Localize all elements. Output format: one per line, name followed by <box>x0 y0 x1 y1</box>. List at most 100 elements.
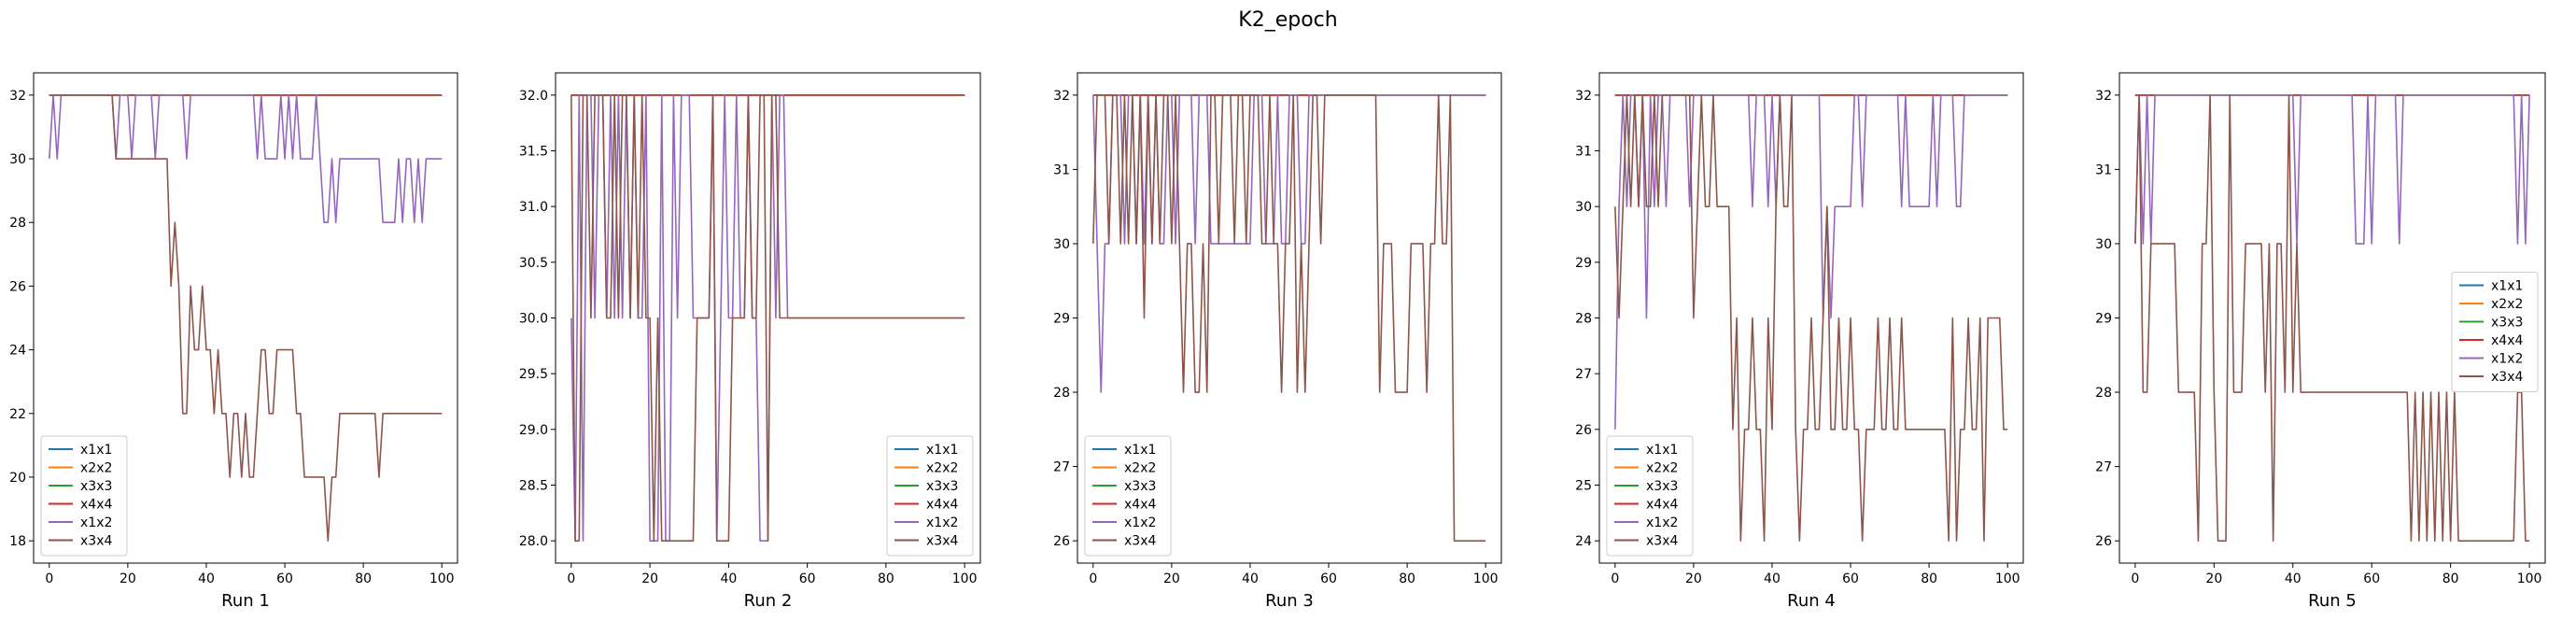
y-tick-label: 29 <box>2095 312 2112 327</box>
x-tick-label: 0 <box>1611 572 1619 586</box>
x-axis-label: Run 2 <box>744 591 793 611</box>
y-tick-label: 24 <box>1575 534 1592 549</box>
x-tick-label: 20 <box>1685 572 1702 586</box>
y-tick-label: 27 <box>1575 367 1592 382</box>
legend-label-x1x2: x1x2 <box>1124 515 1156 530</box>
legend-label-x3x3: x3x3 <box>80 479 112 494</box>
legend-label-x3x4: x3x4 <box>80 534 112 549</box>
legend-label-x3x3: x3x3 <box>926 479 958 494</box>
series-line-x3x4 <box>570 94 965 542</box>
legend-label-x1x1: x1x1 <box>1646 443 1678 458</box>
legend-box <box>2451 272 2539 392</box>
series-line-x1x2 <box>1092 94 1486 393</box>
legend-label-x4x4: x4x4 <box>926 498 958 513</box>
x-axis-label: Run 5 <box>2308 591 2357 611</box>
y-tick-label: 32.0 <box>519 89 548 104</box>
y-tick-label: 26 <box>9 279 26 294</box>
legend-label-x1x2: x1x2 <box>2491 352 2523 367</box>
x-tick-label: 20 <box>120 572 136 586</box>
y-tick-label: 29 <box>1053 312 1070 327</box>
x-tick-label: 80 <box>1399 572 1415 586</box>
legend: x1x1 x2x2 x3x3 x4x4 x1x2 x3x4 <box>40 435 128 557</box>
x-tick-label: 0 <box>2131 572 2139 586</box>
y-tick-label: 26 <box>2095 534 2112 549</box>
legend-box <box>1084 435 1172 557</box>
x-tick-label: 20 <box>641 572 658 586</box>
x-axis-label: Run 1 <box>221 591 270 611</box>
y-tick-label: 30 <box>1053 237 1070 252</box>
x-axis-label: Run 3 <box>1265 591 1314 611</box>
series-line-x1x2 <box>2134 94 2530 245</box>
legend-label-x2x2: x2x2 <box>1124 461 1156 476</box>
legend-label-x4x4: x4x4 <box>2491 333 2523 348</box>
y-tick-label: 24 <box>9 344 26 359</box>
legend-label-x4x4: x4x4 <box>1646 498 1678 513</box>
legend-label-x1x1: x1x1 <box>926 443 958 458</box>
x-tick-label: 20 <box>2205 572 2222 586</box>
legend-label-x3x3: x3x3 <box>1646 479 1678 494</box>
y-tick-label: 29 <box>1575 256 1592 271</box>
series-lines <box>2134 94 2530 542</box>
legend-label-x1x1: x1x1 <box>1124 443 1156 458</box>
y-tick-label: 31 <box>1575 145 1592 160</box>
series-line-x1x2 <box>1614 94 2008 430</box>
legend-label-x3x4: x3x4 <box>1124 534 1156 549</box>
legend-label-x1x2: x1x2 <box>926 515 958 530</box>
y-tick-label: 32 <box>1053 89 1070 104</box>
legend: x1x1 x2x2 x3x3 x4x4 x1x2 x3x4 <box>1084 435 1172 557</box>
x-tick-label: 60 <box>276 572 293 586</box>
legend-label-x3x4: x3x4 <box>926 534 958 549</box>
legend-label-x1x2: x1x2 <box>80 515 112 530</box>
legend: x1x1 x2x2 x3x3 x4x4 x1x2 x3x4 <box>1606 435 1694 557</box>
x-tick-label: 0 <box>567 572 575 586</box>
y-tick-label: 26 <box>1575 423 1592 438</box>
legend-label-x3x3: x3x3 <box>2491 316 2523 331</box>
y-tick-label: 28 <box>1575 312 1592 327</box>
y-tick-label: 28 <box>9 216 26 231</box>
x-tick-label: 40 <box>2285 572 2302 586</box>
x-tick-label: 100 <box>2517 572 2542 586</box>
y-tick-label: 30 <box>9 152 26 167</box>
x-axis-label: Run 4 <box>1787 591 1836 611</box>
legend-box <box>886 435 974 557</box>
legend-label-x4x4: x4x4 <box>1124 498 1156 513</box>
series-line-x1x2 <box>49 94 443 224</box>
x-tick-label: 40 <box>1242 572 1259 586</box>
y-tick-label: 30 <box>1575 200 1592 215</box>
x-tick-label: 20 <box>1163 572 1180 586</box>
legend-label-x2x2: x2x2 <box>2491 297 2523 312</box>
legend-label-x2x2: x2x2 <box>926 461 958 476</box>
series-lines <box>570 94 965 542</box>
y-tick-label: 32 <box>1575 89 1592 104</box>
x-tick-label: 100 <box>429 572 455 586</box>
y-tick-label: 28.5 <box>519 478 548 493</box>
y-tick-label: 22 <box>9 407 26 422</box>
x-tick-label: 0 <box>1089 572 1097 586</box>
legend-label-x2x2: x2x2 <box>1646 461 1678 476</box>
legend-label-x1x2: x1x2 <box>1646 515 1678 530</box>
legend-box <box>40 435 128 557</box>
series-line-x3x4 <box>1092 94 1486 542</box>
series-lines <box>1092 94 1486 542</box>
legend-label-x3x4: x3x4 <box>1646 534 1678 549</box>
figure-title: K2_epoch <box>1238 8 1337 32</box>
x-tick-label: 100 <box>952 572 978 586</box>
y-tick-label: 31 <box>2095 162 2112 177</box>
y-tick-label: 30.5 <box>519 256 548 271</box>
x-tick-label: 80 <box>355 572 372 586</box>
x-tick-label: 80 <box>2442 572 2459 586</box>
series-line-x3x4 <box>49 94 443 542</box>
legend-label-x4x4: x4x4 <box>80 498 112 513</box>
series-lines <box>1614 94 2008 542</box>
legend-box <box>1606 435 1694 557</box>
legend-label-x3x4: x3x4 <box>2491 370 2523 385</box>
y-tick-label: 29.5 <box>519 367 548 382</box>
legend: x1x1 x2x2 x3x3 x4x4 x1x2 x3x4 <box>886 435 974 557</box>
subplot-2: 0 20 40 60 80 100 28.0 28.5 29.0 29.5 30.0 30.5 31.0… <box>519 72 981 611</box>
y-tick-label: 20 <box>9 471 26 486</box>
legend: x1x1 x2x2 x3x3 x4x4 x1x2 x3x4 <box>2451 272 2539 392</box>
y-tick-label: 31.0 <box>519 200 548 215</box>
legend-label-x3x3: x3x3 <box>1124 479 1156 494</box>
